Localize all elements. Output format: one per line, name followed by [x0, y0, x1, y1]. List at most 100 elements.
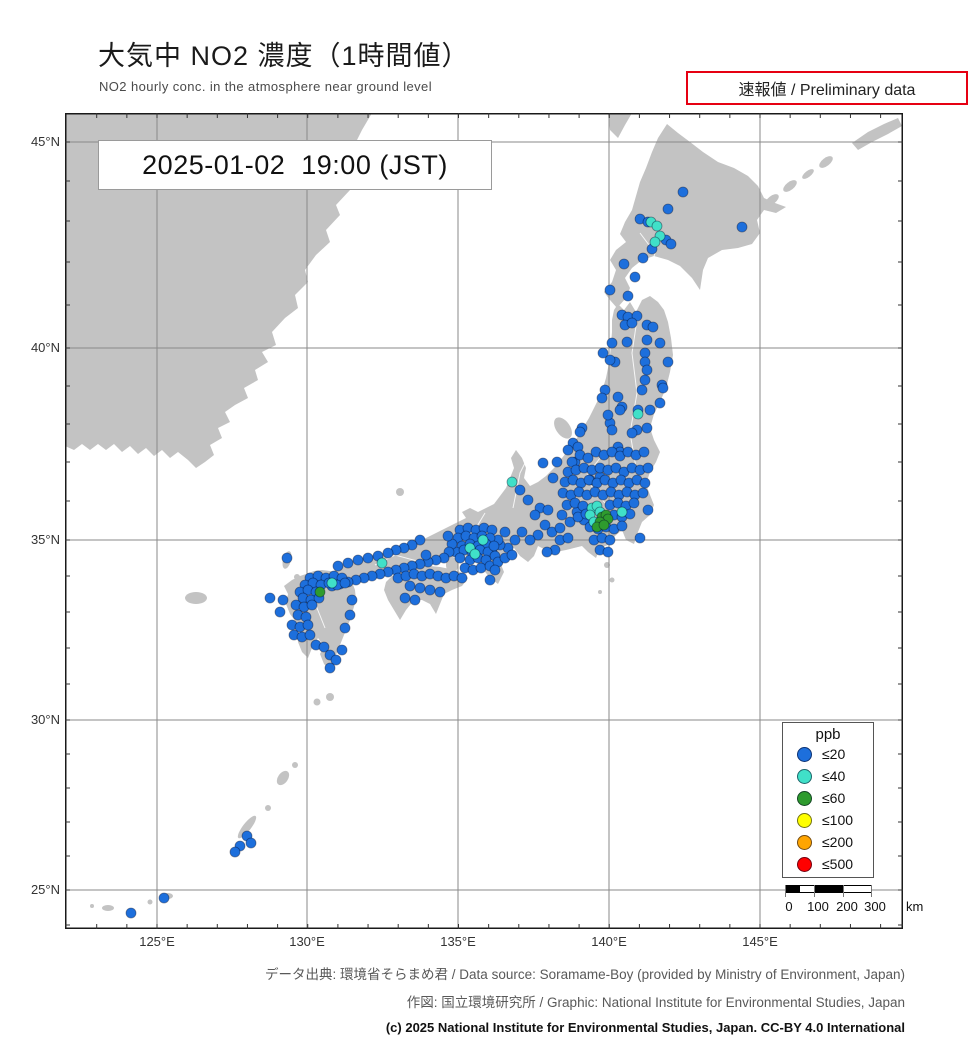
station-dot-le20: [612, 391, 624, 403]
station-dot-le20: [637, 252, 649, 264]
station-dot-le20: [404, 580, 416, 592]
scale-bar-tick: [814, 885, 815, 897]
station-dot-le20: [638, 446, 650, 458]
station-dot-le20: [629, 271, 641, 283]
station-dot-le20: [514, 484, 526, 496]
y-axis-label: 30°N: [30, 712, 60, 727]
scale-bar-unit: km: [906, 899, 924, 914]
station-dot-le20: [302, 619, 314, 631]
scale-bar-bar: [785, 885, 872, 893]
legend-entry-label: ≤500: [822, 856, 854, 872]
station-dot-le20: [562, 444, 574, 456]
station-dot-le20: [639, 347, 651, 359]
footer-copyright: (c) 2025 National Institute for Environm…: [385, 1020, 905, 1035]
scale-bar-segment: [800, 886, 814, 892]
station-dot-le60: [598, 519, 610, 531]
station-dot-le20: [409, 594, 421, 606]
station-dot-le20: [604, 534, 616, 546]
land-sakishima-1: [147, 899, 153, 905]
station-dot-le20: [454, 552, 466, 564]
station-dot-le20: [506, 549, 518, 561]
station-dot-le20: [158, 892, 170, 904]
y-axis-label: 45°N: [30, 134, 60, 149]
legend-color-dot: [797, 790, 812, 806]
station-dot-le20: [562, 532, 574, 544]
station-dot-le40: [632, 408, 644, 420]
station-dot-le20: [125, 907, 137, 919]
land-kuril-1: [765, 194, 779, 206]
station-dot-le20: [539, 519, 551, 531]
land-jeju: [185, 592, 207, 604]
scale-bar-tick: [871, 885, 872, 897]
station-dot-le20: [414, 582, 426, 594]
station-dot-le20: [532, 529, 544, 541]
station-dot-le20: [541, 546, 553, 558]
land-awaji: [446, 557, 458, 573]
station-dot-le20: [677, 186, 689, 198]
legend-entry-label: ≤60: [822, 790, 846, 806]
station-dot-le20: [657, 382, 669, 394]
scale-bar-tick: [785, 885, 786, 897]
station-dot-le20: [529, 509, 541, 521]
station-dot-le60: [314, 586, 326, 598]
legend-box: ppb ≤20 ≤40 ≤60 ≤100 ≤200 ≤500: [782, 722, 874, 878]
station-dot-le20: [665, 238, 677, 250]
station-dot-le20: [614, 404, 626, 416]
legend-rows: ≤20 ≤40 ≤60 ≤100 ≤200 ≤500: [783, 743, 873, 875]
land-kuril-3: [802, 169, 814, 179]
station-dot-le20: [631, 310, 643, 322]
land-okinawa-main: [237, 815, 257, 839]
station-dot-le20: [582, 452, 594, 464]
legend-color-dot: [797, 834, 812, 850]
station-dot-le40: [326, 577, 338, 589]
station-dot-le20: [641, 422, 653, 434]
station-dot-le20: [362, 552, 374, 564]
station-dot-le20: [382, 547, 394, 559]
station-dot-le20: [642, 462, 654, 474]
land-izu-island-2: [609, 577, 615, 583]
station-dot-le20: [574, 426, 586, 438]
station-dot-le20: [637, 487, 649, 499]
legend-color-dot: [797, 812, 812, 828]
station-dot-le20: [551, 456, 563, 468]
station-dot-le20: [662, 356, 674, 368]
station-dot-le40: [616, 506, 628, 518]
land-ryukyu-1: [292, 762, 298, 768]
station-dot-le40: [469, 548, 481, 560]
legend-entry-label: ≤40: [822, 768, 846, 784]
legend-entry: ≤100: [783, 809, 873, 831]
station-dot-le20: [644, 404, 656, 416]
station-dot-le20: [626, 317, 638, 329]
legend-entry-label: ≤20: [822, 746, 846, 762]
x-axis-label: 135°E: [440, 934, 476, 949]
scale-bar: 0 100 200 300 km: [783, 883, 933, 921]
station-dot-le20: [602, 409, 614, 421]
map-frame-and-ticks: [65, 113, 903, 929]
y-axis-label: 25°N: [30, 882, 60, 897]
station-dot-le20: [264, 592, 276, 604]
station-dot-le20: [736, 221, 748, 233]
station-dot-le40: [651, 220, 663, 232]
scale-bar-label: 200: [836, 899, 858, 914]
station-dot-le20: [344, 609, 356, 621]
legend-color-dot: [797, 768, 812, 784]
land-tanegashima: [326, 693, 334, 701]
station-dot-le20: [542, 504, 554, 516]
station-dot-le20: [622, 290, 634, 302]
station-dot-le20: [606, 424, 618, 436]
station-dot-le20: [318, 641, 330, 653]
scale-bar-tick: [843, 885, 844, 897]
land-kuril-4: [819, 156, 833, 168]
station-dot-le20: [602, 546, 614, 558]
station-dot-le20: [499, 526, 511, 538]
station-dot-le20: [662, 203, 674, 215]
station-dot-le20: [339, 577, 351, 589]
station-dot-le20: [604, 284, 616, 296]
station-dot-le20: [484, 574, 496, 586]
station-dot-le20: [324, 662, 336, 674]
land-amami: [276, 770, 290, 786]
station-dot-le20: [618, 258, 630, 270]
station-dot-le20: [336, 644, 348, 656]
land-yonaguni: [90, 904, 94, 908]
